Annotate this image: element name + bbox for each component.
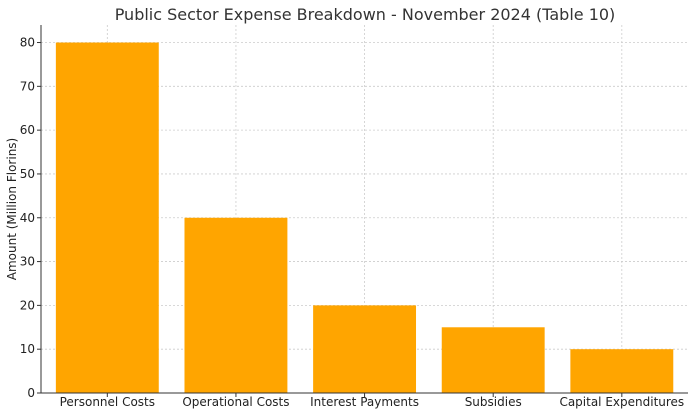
bar-subsidies xyxy=(441,327,545,393)
bar-interest-payments xyxy=(313,305,417,393)
bar-capital-expenditures xyxy=(570,349,674,393)
bar-personnel-costs xyxy=(55,42,159,394)
y-tick-label: 70 xyxy=(20,79,35,93)
bars xyxy=(55,42,674,394)
y-tick-label: 80 xyxy=(20,36,35,50)
y-axis-label: Amount (Million Florins) xyxy=(5,138,19,281)
x-tick-label: Operational Costs xyxy=(182,395,289,409)
y-tick-label: 10 xyxy=(20,342,35,356)
y-tick-label: 30 xyxy=(20,255,35,269)
x-tick-label: Capital Expenditures xyxy=(559,395,684,409)
y-tick-label: 60 xyxy=(20,123,35,137)
y-tick-label: 0 xyxy=(27,386,35,400)
x-tick-label: Subsidies xyxy=(465,395,522,409)
y-tick-label: 40 xyxy=(20,211,35,225)
x-tick-labels: Personnel Costs Operational Costs Interest… xyxy=(60,393,684,409)
y-tick-label: 20 xyxy=(20,298,35,312)
chart-title: Public Sector Expense Breakdown - Novemb… xyxy=(115,5,616,24)
x-tick-label: Interest Payments xyxy=(310,395,419,409)
x-tick-label: Personnel Costs xyxy=(60,395,155,409)
y-tick-label: 50 xyxy=(20,167,35,181)
bar-operational-costs xyxy=(184,217,288,393)
y-tick-labels: 0 10 20 30 40 50 60 70 80 xyxy=(20,36,41,400)
